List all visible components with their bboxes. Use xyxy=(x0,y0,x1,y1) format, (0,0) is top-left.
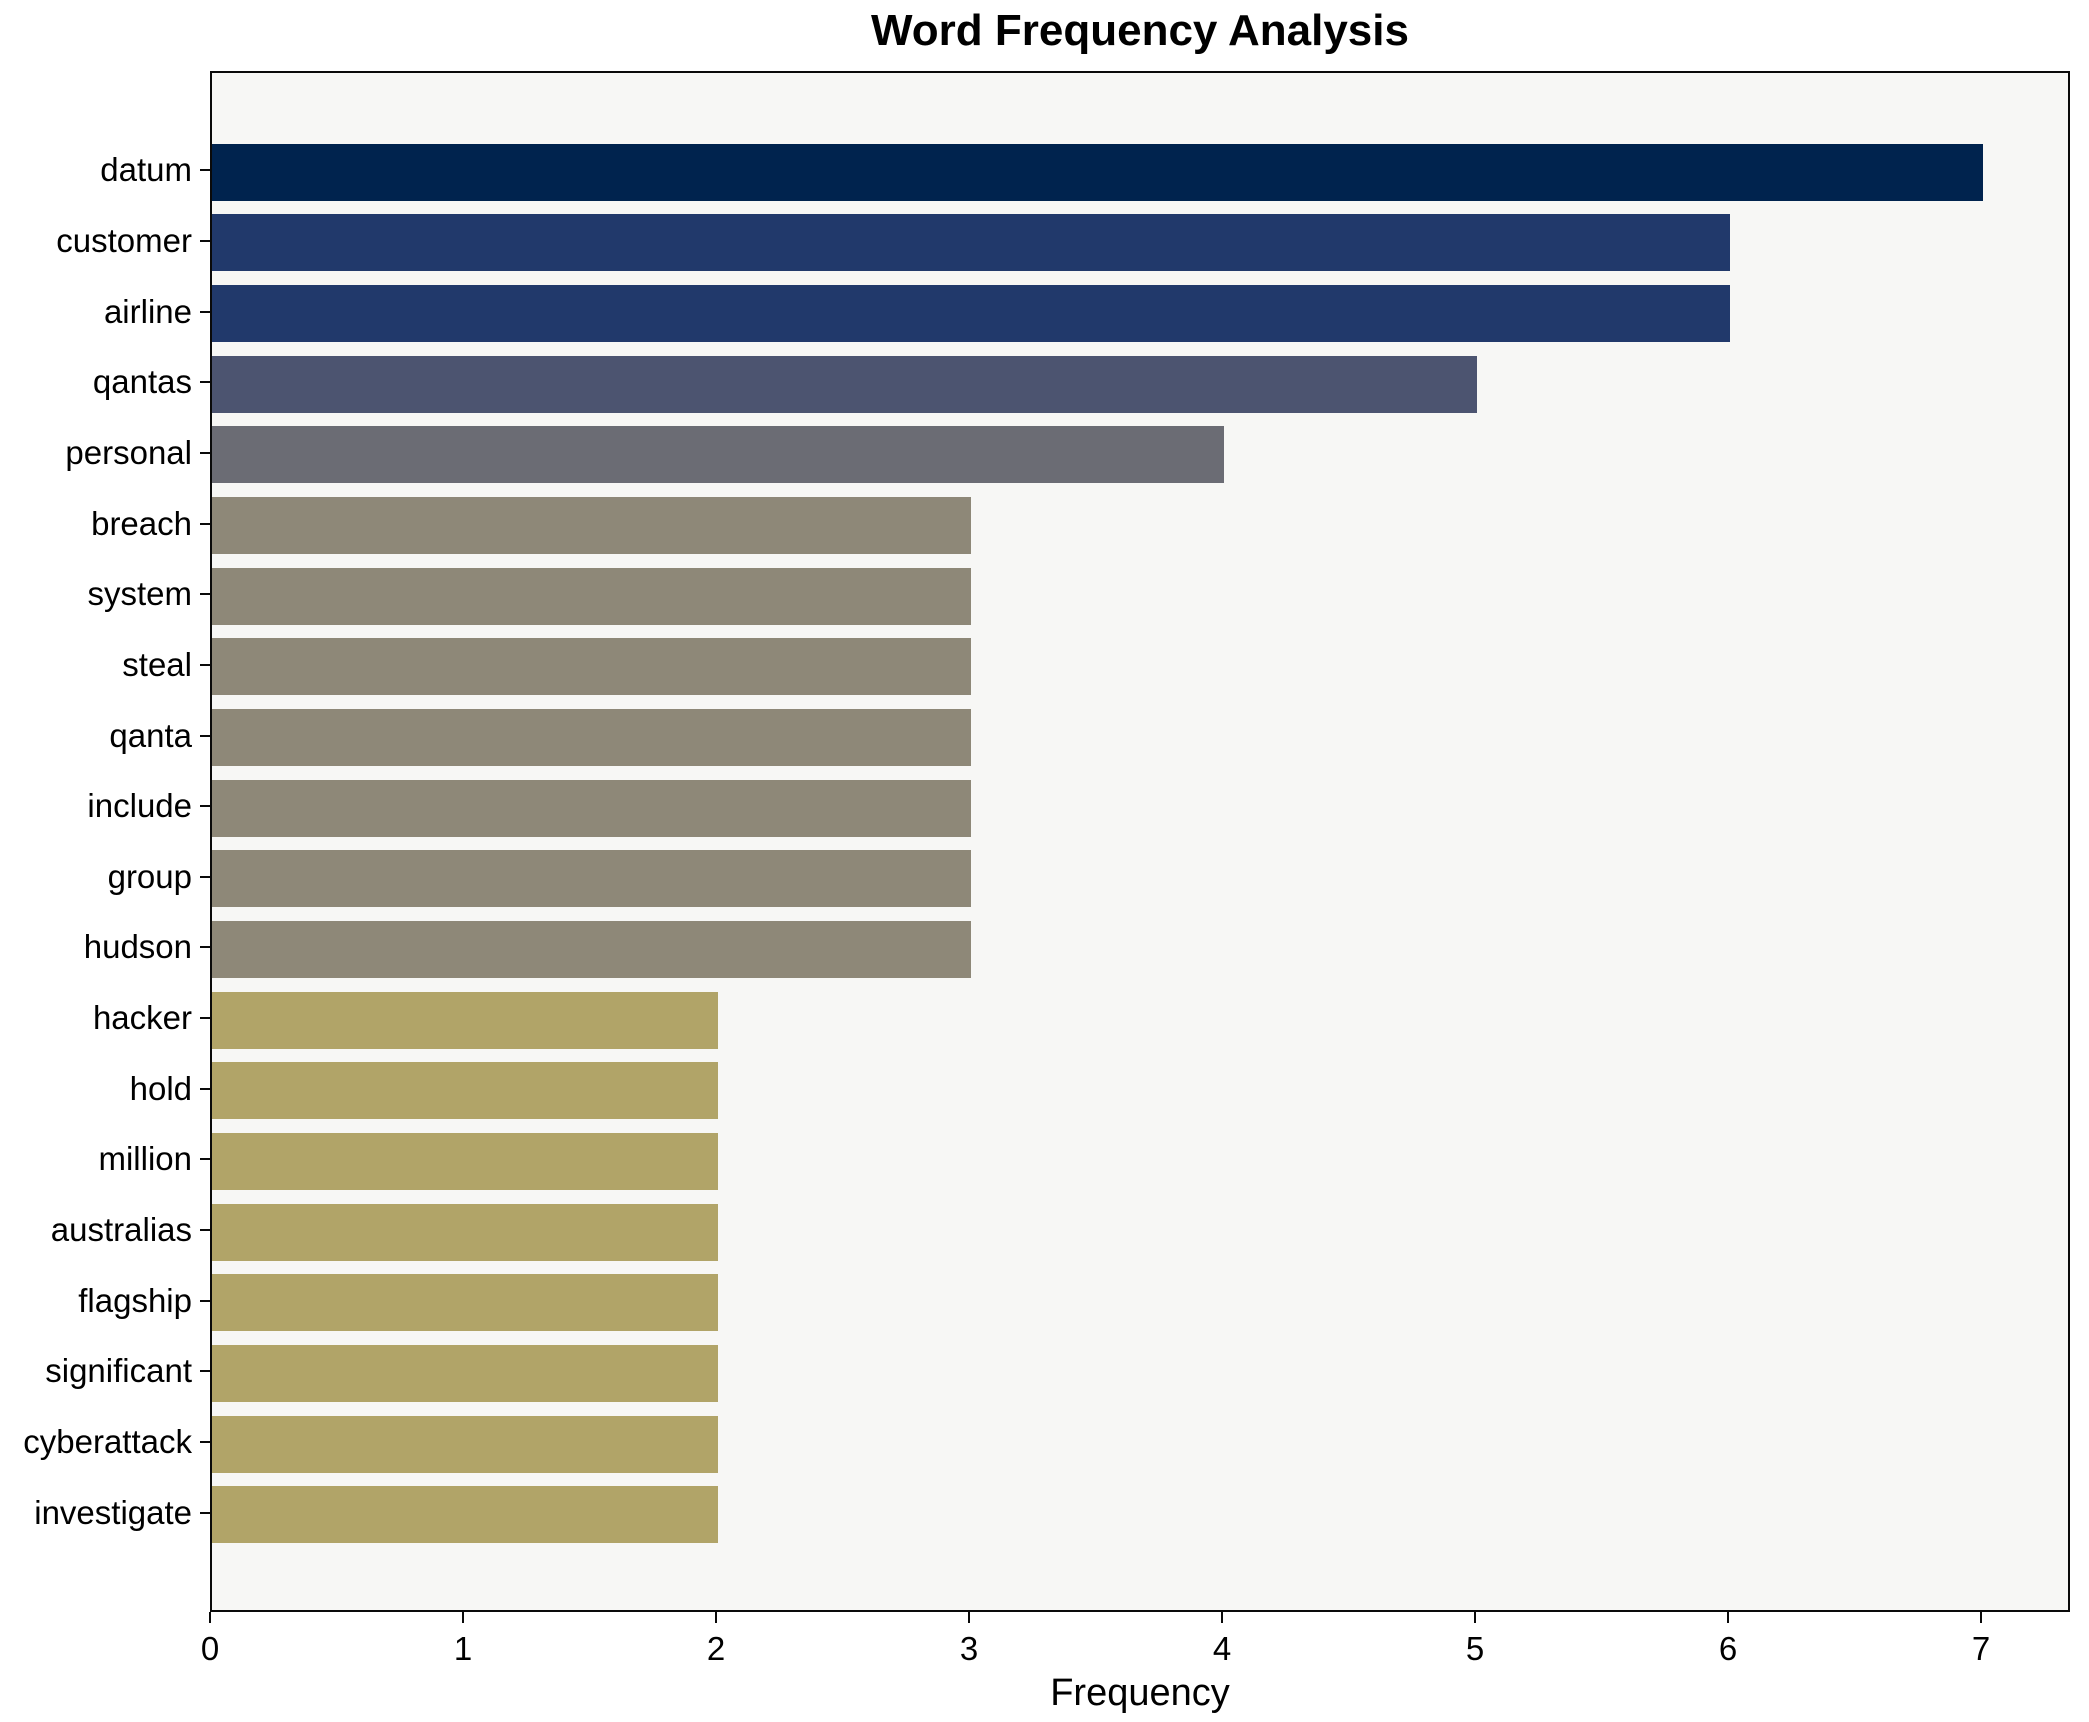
x-tick-mark xyxy=(1474,1612,1476,1623)
x-tick-label-6: 6 xyxy=(1718,1630,1738,1667)
bar-cyberattack xyxy=(212,1416,718,1473)
y-tick-label-personal: personal xyxy=(65,434,192,471)
bar-qantas xyxy=(212,356,1477,413)
bar-steal xyxy=(212,638,971,695)
x-tick-mark xyxy=(1221,1612,1223,1623)
y-tick-mark xyxy=(200,593,210,595)
y-tick-mark xyxy=(200,735,210,737)
y-tick-label-significant: significant xyxy=(45,1352,192,1389)
bar-include xyxy=(212,780,971,837)
bar-airline xyxy=(212,285,1730,342)
y-tick-mark xyxy=(200,1229,210,1231)
y-tick-label-system: system xyxy=(87,575,192,612)
bar-breach xyxy=(212,497,971,554)
y-tick-label-group: group xyxy=(107,858,192,895)
y-tick-mark xyxy=(200,1512,210,1514)
y-tick-label-breach: breach xyxy=(91,505,192,542)
y-tick-label-include: include xyxy=(87,787,192,824)
y-tick-label-flagship: flagship xyxy=(78,1282,192,1319)
y-tick-label-datum: datum xyxy=(100,151,192,188)
bar-system xyxy=(212,568,971,625)
y-tick-mark xyxy=(200,1441,210,1443)
y-tick-label-investigate: investigate xyxy=(34,1494,192,1531)
bar-million xyxy=(212,1133,718,1190)
y-tick-mark xyxy=(200,240,210,242)
y-tick-mark xyxy=(200,805,210,807)
x-tick-label-0: 0 xyxy=(200,1630,220,1667)
bar-hudson xyxy=(212,921,971,978)
bar-personal xyxy=(212,426,1224,483)
x-tick-label-1: 1 xyxy=(453,1630,473,1667)
y-tick-mark xyxy=(200,452,210,454)
y-tick-label-airline: airline xyxy=(103,293,192,330)
bar-hacker xyxy=(212,992,718,1049)
x-tick-mark xyxy=(1727,1612,1729,1623)
y-tick-mark xyxy=(200,1158,210,1160)
y-tick-mark xyxy=(200,1300,210,1302)
y-tick-label-customer: customer xyxy=(56,222,192,259)
bar-qanta xyxy=(212,709,971,766)
y-tick-mark xyxy=(200,311,210,313)
y-tick-label-million: million xyxy=(98,1140,192,1177)
y-tick-label-cyberattack: cyberattack xyxy=(23,1423,192,1460)
bar-group xyxy=(212,850,971,907)
bar-datum xyxy=(212,144,1983,201)
x-axis-label: Frequency xyxy=(1050,1672,1230,1714)
bar-investigate xyxy=(212,1486,718,1543)
bar-flagship xyxy=(212,1274,718,1331)
y-tick-mark xyxy=(200,664,210,666)
y-tick-label-qanta: qanta xyxy=(109,717,192,754)
x-tick-label-3: 3 xyxy=(959,1630,979,1667)
y-tick-mark xyxy=(200,946,210,948)
y-tick-mark xyxy=(200,1370,210,1372)
y-tick-label-steal: steal xyxy=(122,646,192,683)
x-tick-mark xyxy=(1980,1612,1982,1623)
x-tick-label-5: 5 xyxy=(1465,1630,1485,1667)
x-tick-mark xyxy=(968,1612,970,1623)
bar-significant xyxy=(212,1345,718,1402)
y-tick-mark xyxy=(200,523,210,525)
bar-customer xyxy=(212,214,1730,271)
bar-australias xyxy=(212,1204,718,1261)
bar-hold xyxy=(212,1062,718,1119)
plot-area xyxy=(210,71,2070,1612)
y-tick-label-hold: hold xyxy=(129,1070,192,1107)
x-tick-mark xyxy=(209,1612,211,1623)
x-tick-mark xyxy=(715,1612,717,1623)
x-tick-label-7: 7 xyxy=(1971,1630,1991,1667)
y-tick-mark xyxy=(200,169,210,171)
y-tick-mark xyxy=(200,876,210,878)
y-tick-label-australias: australias xyxy=(50,1211,192,1248)
chart-title: Word Frequency Analysis xyxy=(871,6,1409,55)
y-tick-label-hacker: hacker xyxy=(92,999,192,1036)
y-tick-mark xyxy=(200,1088,210,1090)
y-tick-label-hudson: hudson xyxy=(83,928,192,965)
y-tick-mark xyxy=(200,381,210,383)
x-tick-label-2: 2 xyxy=(706,1630,726,1667)
x-tick-label-4: 4 xyxy=(1212,1630,1232,1667)
y-tick-label-qantas: qantas xyxy=(92,363,192,400)
y-tick-mark xyxy=(200,1017,210,1019)
x-tick-mark xyxy=(462,1612,464,1623)
